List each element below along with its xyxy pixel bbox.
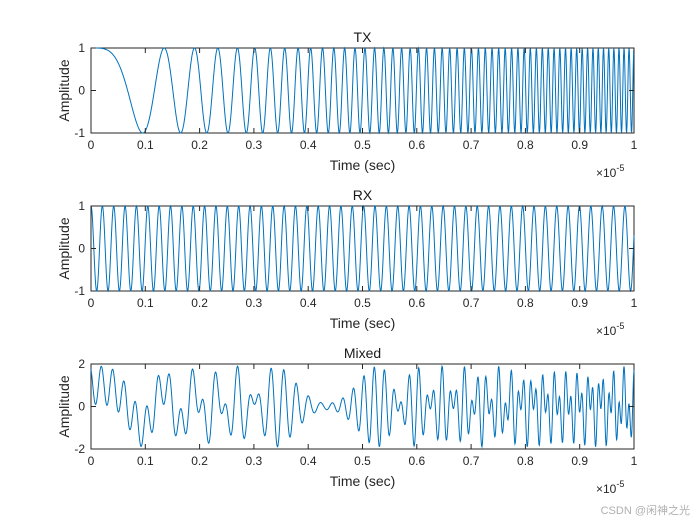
x-axis-label: Time (sec) [330,315,396,331]
x-tick-label: 0.7 [463,296,480,310]
x-exponent-label: ×10-5 [596,321,624,338]
y-tick-label: -1 [74,126,85,140]
x-exponent-label: ×10-5 [596,163,624,180]
y-axis-label: Amplitude [56,217,72,279]
x-tick-label: 0.4 [300,138,317,152]
rx-subplot: 0 0.1 0.2 0.3 0.4 0.5 0.6 0.7 0.8 0.9 110-1RXTime … [56,187,638,338]
y-tick-label: 0 [78,242,85,256]
x-tick-label: 0 [88,138,95,152]
y-tick-label: 1 [78,41,85,55]
x-tick-label: 0.4 [300,296,317,310]
x-tick-label: 0.3 [246,138,263,152]
x-tick-label: 0.1 [137,296,154,310]
x-tick-label: 0.7 [463,138,480,152]
x-tick-label: 0.6 [408,138,425,152]
x-tick-label: 0.5 [354,138,371,152]
rx-title: RX [353,187,373,203]
x-tick-label: 0.4 [300,454,317,468]
x-tick-label: 0.8 [517,296,534,310]
y-axis-label: Amplitude [56,59,72,121]
x-axis-label: Time (sec) [330,473,396,489]
x-tick-label: 1 [631,296,638,310]
x-tick-label: 0.9 [571,296,588,310]
mixed-title: Mixed [344,345,381,361]
x-tick-label: 0 [88,454,95,468]
x-tick-label: 0.6 [408,296,425,310]
tx-title: TX [354,29,373,45]
y-tick-label: 1 [78,199,85,213]
x-tick-label: 0.6 [408,454,425,468]
x-tick-label: 0.8 [517,138,534,152]
x-tick-label: 0.3 [246,454,263,468]
x-tick-label: 0.9 [571,138,588,152]
x-tick-label: 0.3 [246,296,263,310]
x-tick-label: 0.8 [517,454,534,468]
x-tick-label: 0.9 [571,454,588,468]
tx-signal-line [91,46,635,135]
mixed-subplot: 0 0.1 0.2 0.3 0.4 0.5 0.6 0.7 0.8 0.9 120-2MixedTi… [56,345,638,496]
y-tick-label: 0 [78,84,85,98]
y-tick-label: 2 [78,357,85,371]
watermark-text: CSDN @闲神之光 [601,503,690,517]
x-axis-label: Time (sec) [330,157,396,173]
rx-signal-line [90,204,635,293]
x-tick-label: 0.5 [354,296,371,310]
x-tick-label: 0.1 [137,454,154,468]
tx-subplot: 0 0.1 0.2 0.3 0.4 0.5 0.6 0.7 0.8 0.9 110-1TXTime … [56,29,638,180]
x-tick-label: 0.7 [463,454,480,468]
x-tick-label: 1 [631,138,638,152]
y-tick-label: 0 [78,400,85,414]
x-tick-label: 1 [631,454,638,468]
x-tick-label: 0.5 [354,454,371,468]
x-tick-label: 0.1 [137,138,154,152]
x-tick-label: 0.2 [191,138,208,152]
x-tick-label: 0 [88,296,95,310]
y-tick-label: -2 [74,442,85,456]
mixed-signal-line [90,364,635,449]
y-axis-label: Amplitude [56,375,72,437]
x-tick-label: 0.2 [191,454,208,468]
x-tick-label: 0.2 [191,296,208,310]
x-exponent-label: ×10-5 [596,479,624,496]
y-tick-label: -1 [74,284,85,298]
